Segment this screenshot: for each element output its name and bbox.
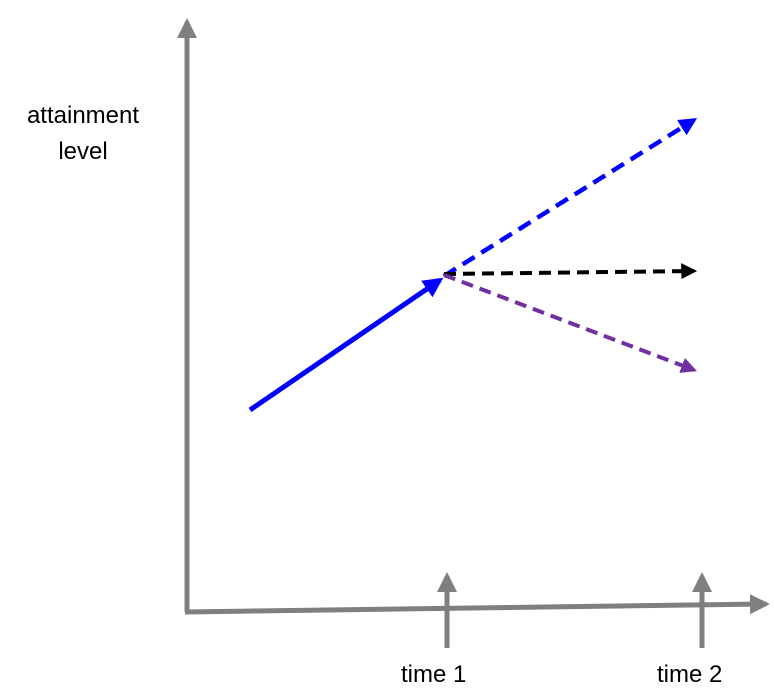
y-axis-label-line2: level <box>58 138 108 165</box>
projection-up-arrow <box>442 118 698 278</box>
time1-label: time 1 <box>401 661 467 688</box>
y-axis-label-line1: attainment <box>26 102 140 129</box>
projection-down-arrow <box>443 273 697 373</box>
x-axis <box>184 594 770 615</box>
observed-growth-arrow <box>248 277 444 413</box>
projection-flat-arrow <box>443 263 698 280</box>
y-axis-label: attainment level <box>3 98 163 170</box>
time2-label: time 2 <box>657 661 723 688</box>
